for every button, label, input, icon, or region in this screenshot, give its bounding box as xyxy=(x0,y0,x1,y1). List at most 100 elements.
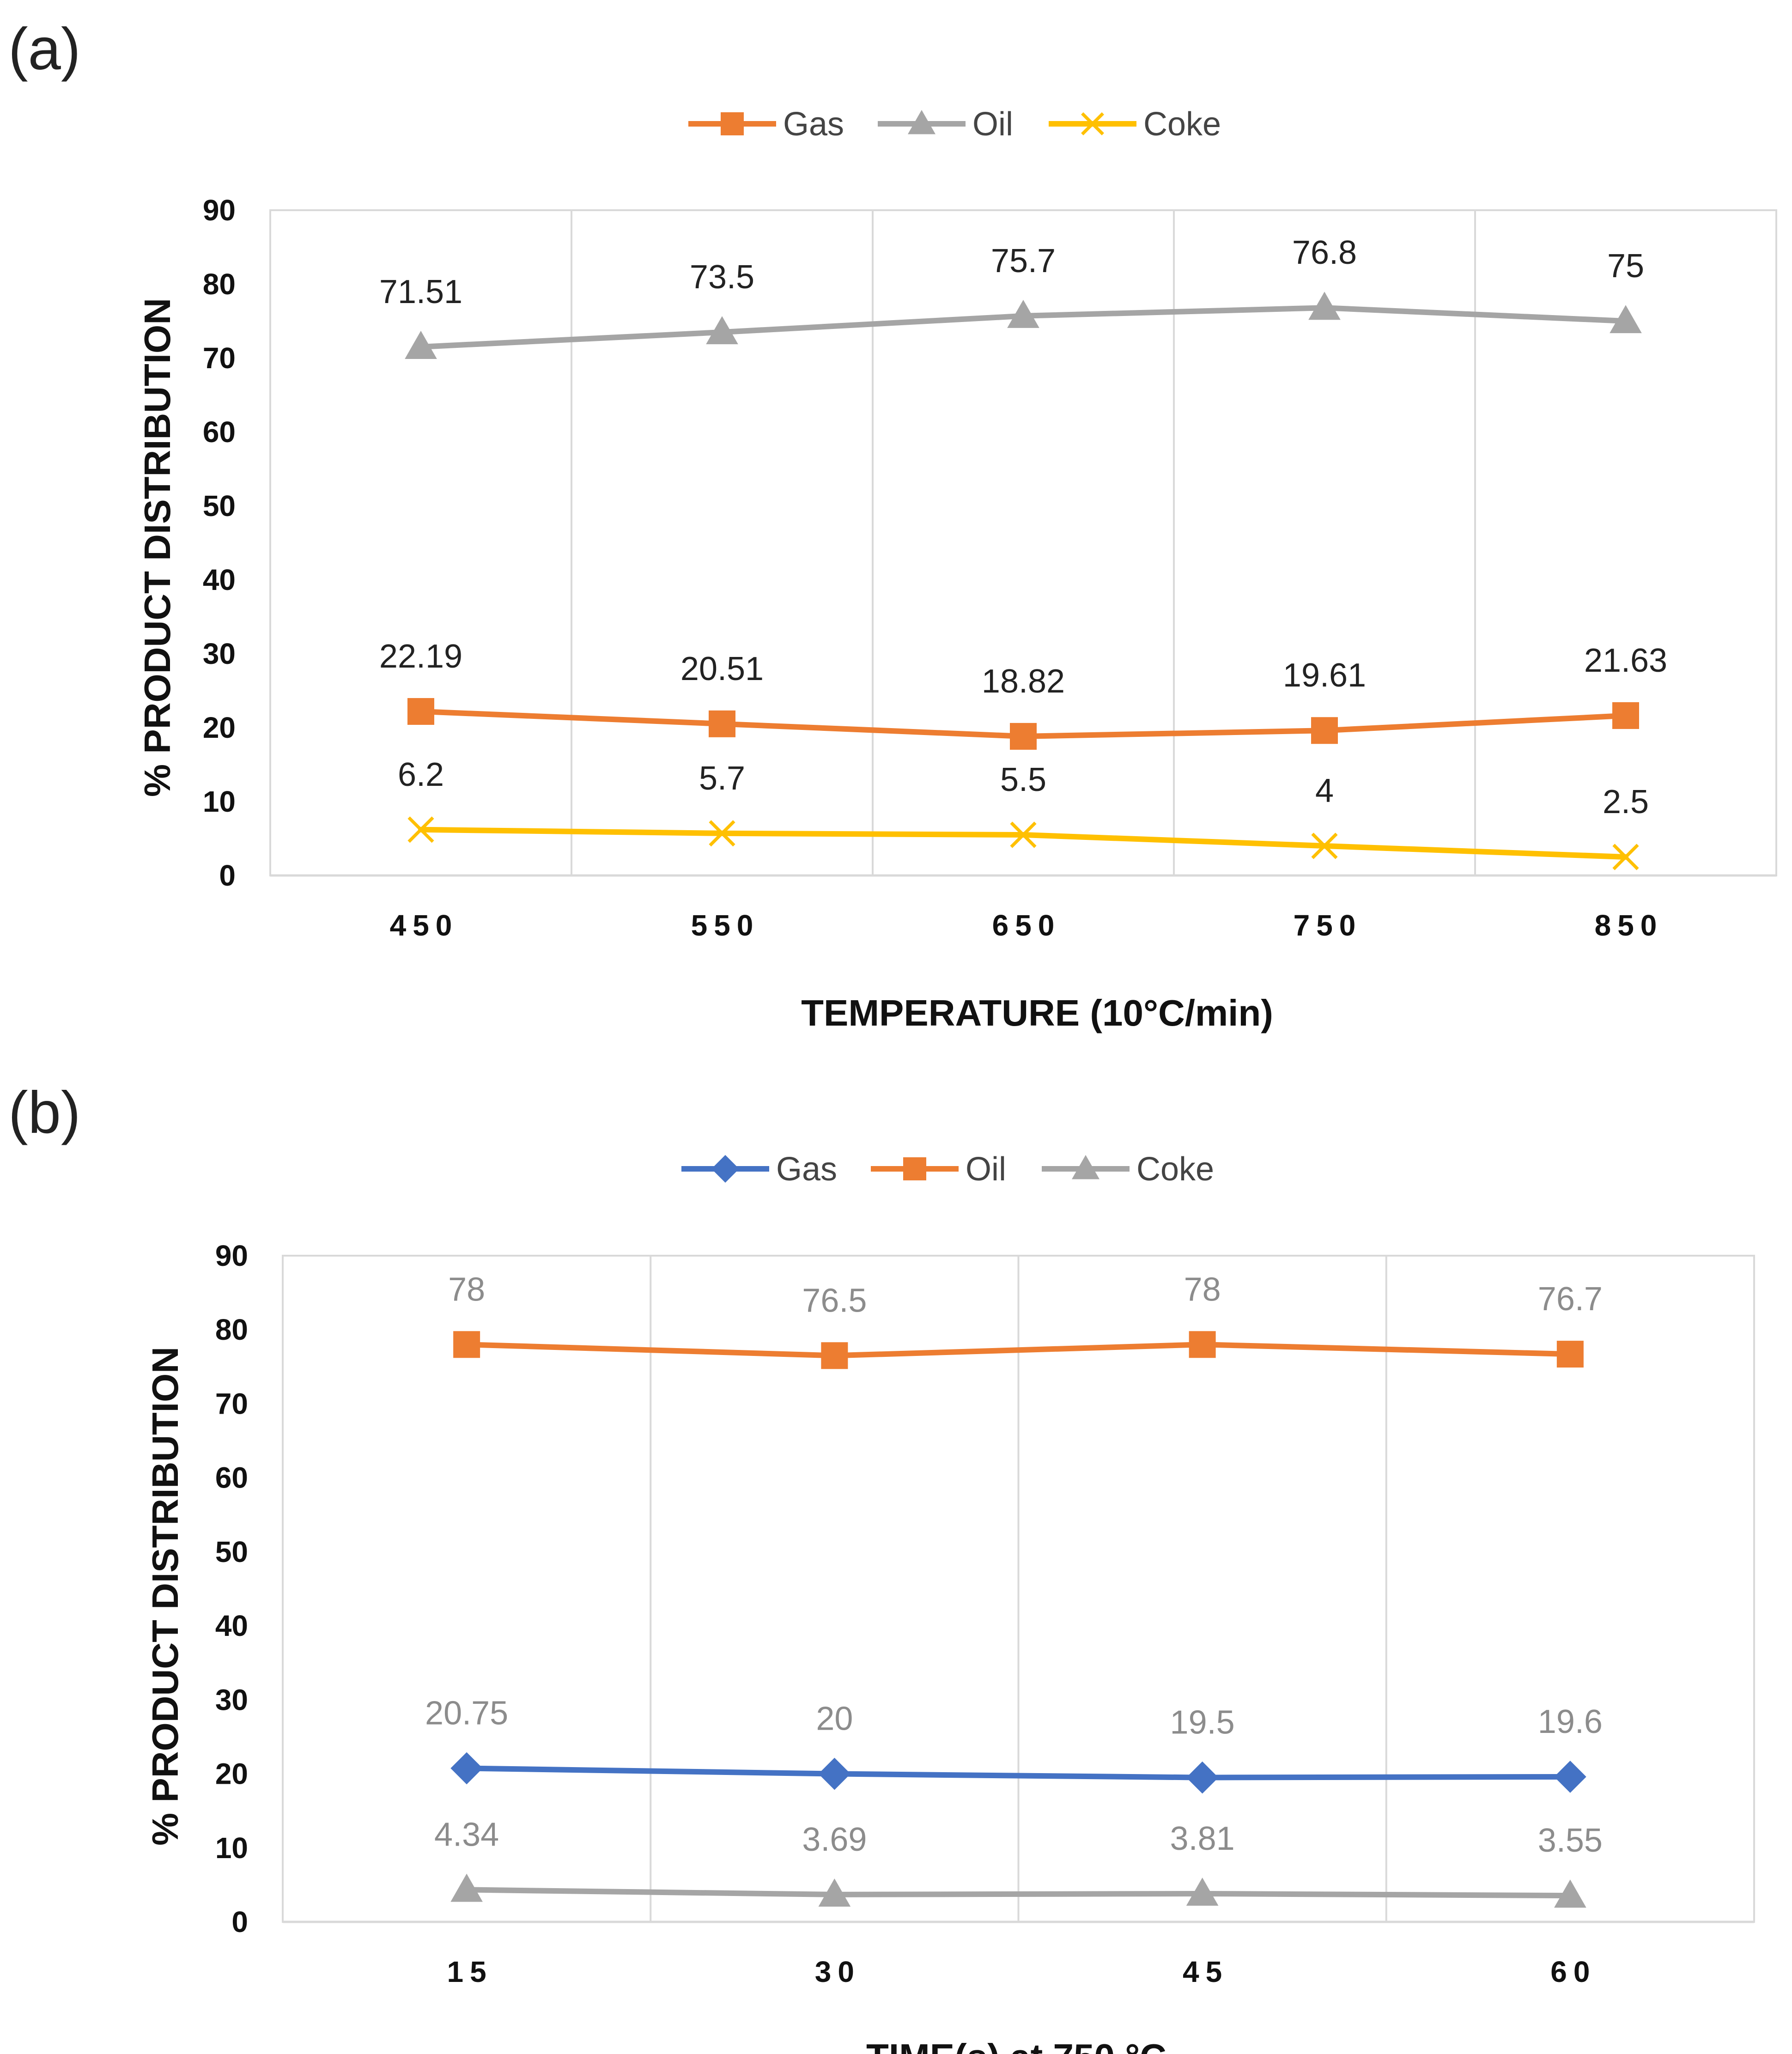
data-point-gas xyxy=(818,1757,851,1790)
y-tick-label: 20 xyxy=(215,1757,248,1791)
legend-label-gas: Gas xyxy=(783,106,844,143)
y-tick-label: 70 xyxy=(215,1387,248,1420)
data-point-gas xyxy=(450,1752,483,1785)
x-axis-title-a: TEMPERATURE (10°C/min) xyxy=(801,992,1273,1033)
data-label-gas: 21.63 xyxy=(1584,642,1667,679)
series-line-oil xyxy=(464,1342,1573,1359)
data-label-oil: 73.5 xyxy=(690,259,754,296)
y-tick-label: 50 xyxy=(215,1535,248,1568)
y-tick-label: 30 xyxy=(203,637,236,670)
data-point-coke xyxy=(818,1878,851,1907)
data-label-oil: 76.8 xyxy=(1292,234,1357,271)
legend-marker-coke xyxy=(1081,112,1104,135)
data-point-gas xyxy=(1554,1761,1586,1793)
data-label-gas: 19.6 xyxy=(1538,1703,1603,1740)
x-tick-label: 450 xyxy=(390,909,459,942)
panel-label-b: (b) xyxy=(8,1080,80,1146)
data-point-oil xyxy=(1556,1341,1584,1368)
x-tick-label: 60 xyxy=(1550,1955,1596,1988)
data-point-coke xyxy=(1311,833,1338,859)
panel-label-a: (a) xyxy=(8,16,80,82)
data-label-gas: 19.61 xyxy=(1283,657,1366,694)
legend-label-coke: Coke xyxy=(1136,1151,1214,1188)
y-tick-label: 20 xyxy=(203,711,236,744)
data-label-oil: 71.51 xyxy=(379,273,462,310)
data-label-gas: 20 xyxy=(816,1701,853,1738)
y-tick-label: 40 xyxy=(215,1609,248,1642)
legend-marker-coke xyxy=(1072,1155,1099,1179)
legend-marker-oil xyxy=(908,110,935,134)
x-tick-label: 850 xyxy=(1595,909,1664,942)
y-tick-label: 0 xyxy=(219,859,236,892)
x-tick-label: 550 xyxy=(691,909,760,942)
y-tick-label: 60 xyxy=(215,1461,248,1495)
data-label-gas: 18.82 xyxy=(982,663,1065,700)
data-label-coke: 6.2 xyxy=(398,756,444,793)
series-b: 20.75 20 19.5 19.6 78 76.5 78 76.7 4.34 3.69 3.81 3… xyxy=(425,1271,1603,1908)
data-label-gas: 20.51 xyxy=(680,650,764,687)
x-tick-label: 15 xyxy=(447,1955,493,1988)
legend-b: Gas Oil Coke xyxy=(681,1151,1214,1188)
chart-panel-b: (b) Gas Oil Coke 0 10 20 30 40 50 60 70 80 90 15 30 4… xyxy=(8,1080,1755,2054)
series-a: 22.19 20.51 18.82 19.61 21.63 71.51 73.5 75.7 76… xyxy=(379,234,1667,870)
series-line-gas xyxy=(464,1765,1573,1781)
data-label-oil: 75 xyxy=(1607,248,1644,285)
data-label-oil: 78 xyxy=(1184,1271,1221,1308)
data-point-coke xyxy=(1554,1879,1586,1908)
y-tick-label: 90 xyxy=(203,194,236,227)
data-point-gas xyxy=(1612,702,1639,729)
data-point-coke xyxy=(1186,1878,1219,1906)
data-point-gas xyxy=(1010,723,1037,750)
y-tick-label: 50 xyxy=(203,489,236,523)
y-tick-label: 10 xyxy=(215,1831,248,1865)
data-point-oil xyxy=(706,316,738,345)
data-point-gas xyxy=(407,698,434,725)
data-point-coke xyxy=(407,816,434,843)
data-point-gas xyxy=(1186,1761,1219,1794)
data-point-oil xyxy=(1308,292,1341,320)
data-point-gas xyxy=(1311,717,1338,744)
y-tick-labels-b: 0 10 20 30 40 50 60 70 80 90 xyxy=(215,1239,248,1939)
data-point-gas xyxy=(709,710,735,737)
y-tick-label: 30 xyxy=(215,1683,248,1716)
data-label-coke: 5.5 xyxy=(1000,761,1046,798)
data-point-oil xyxy=(821,1342,848,1369)
series-line-coke xyxy=(464,1887,1573,1899)
x-tick-label: 750 xyxy=(1294,909,1362,942)
data-label-gas: 22.19 xyxy=(379,638,462,675)
y-tick-label: 60 xyxy=(203,415,236,449)
data-point-oil xyxy=(453,1331,480,1358)
y-tick-labels-a: 0 10 20 30 40 50 60 70 80 90 xyxy=(203,194,236,892)
y-axis-title-b: % PRODUCT DISTRIBUTION xyxy=(145,1347,186,1846)
legend-label-coke: Coke xyxy=(1143,106,1221,143)
data-label-oil: 75.7 xyxy=(991,243,1056,280)
grid-b xyxy=(282,1255,1755,1923)
data-point-oil xyxy=(1189,1331,1216,1358)
x-tick-labels-b: 15 30 45 60 xyxy=(447,1955,1596,1988)
data-label-coke: 4.34 xyxy=(434,1816,499,1853)
legend-marker-oil xyxy=(903,1157,926,1180)
y-axis-title-a: % PRODUCT DISTRIBUTION xyxy=(137,298,178,797)
data-label-coke: 2.5 xyxy=(1603,784,1649,820)
y-tick-label: 10 xyxy=(203,785,236,818)
chart-panel-a: (a) Gas Oil Coke 0 10 20 30 40 50 60 70 80 90 450 55… xyxy=(8,16,1777,1033)
data-point-coke xyxy=(1010,821,1037,848)
legend-label-oil: Oil xyxy=(966,1151,1006,1188)
data-label-coke: 5.7 xyxy=(699,760,745,797)
data-label-gas: 20.75 xyxy=(425,1695,508,1732)
data-point-coke xyxy=(450,1873,483,1902)
grid-a xyxy=(269,209,1777,877)
data-label-gas: 19.5 xyxy=(1170,1704,1235,1741)
data-point-oil xyxy=(1007,300,1039,328)
data-label-coke: 3.55 xyxy=(1538,1822,1603,1859)
data-point-coke xyxy=(709,820,735,847)
y-tick-label: 80 xyxy=(203,267,236,301)
data-label-oil: 76.5 xyxy=(802,1282,867,1319)
y-tick-label: 40 xyxy=(203,563,236,596)
y-tick-label: 90 xyxy=(215,1239,248,1272)
data-label-oil: 76.7 xyxy=(1538,1281,1603,1318)
y-tick-label: 70 xyxy=(203,341,236,375)
legend-label-oil: Oil xyxy=(972,106,1013,143)
x-axis-title-b: TIME(s) at 750 °C xyxy=(866,2036,1166,2054)
